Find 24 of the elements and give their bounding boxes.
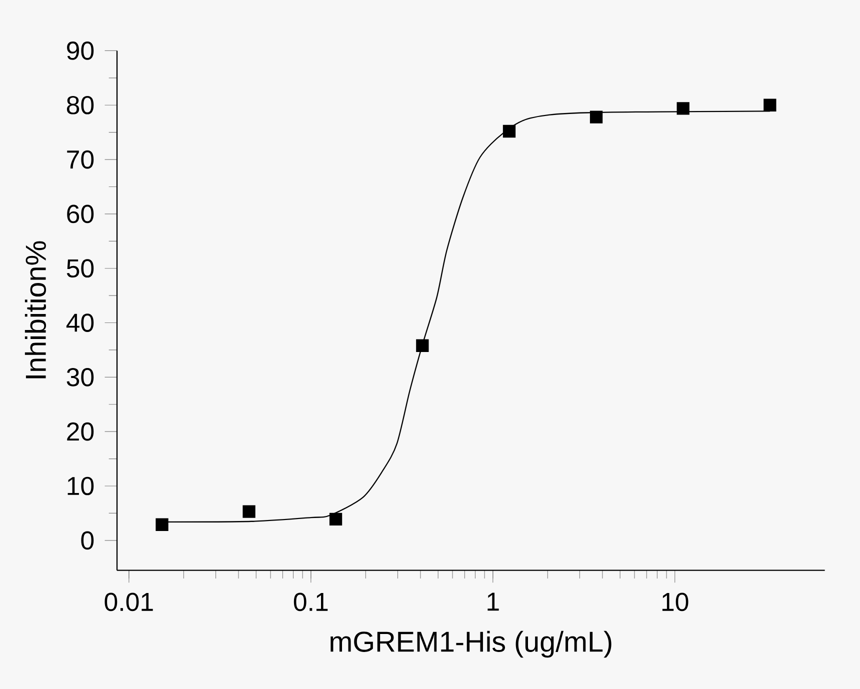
y-tick-label: 20: [67, 422, 94, 441]
y-tick-label: 70: [67, 150, 94, 169]
point: [416, 339, 429, 352]
y-tick-label: 40: [66, 314, 94, 332]
point: [764, 98, 776, 112]
x-tick-label: 0.01: [104, 592, 153, 612]
point: [590, 110, 603, 124]
x-tick-label: 1: [488, 592, 499, 611]
y-tick-label: 80: [66, 96, 94, 114]
y-tick-label: 0: [81, 531, 94, 550]
x-tick-label: 10: [662, 592, 688, 612]
x-axis-title: mGREM1-His (ug/mL): [330, 630, 612, 658]
point: [502, 124, 516, 138]
y-tick-label: 10: [68, 476, 94, 496]
point: [676, 102, 690, 115]
y-tick-label: 60: [67, 204, 94, 224]
y-tick-label: 30: [66, 368, 94, 386]
point: [156, 518, 168, 531]
x-tick-label: 0.1: [294, 592, 328, 612]
y-tick-label: 50: [66, 259, 94, 278]
y-tick-label: 90: [67, 42, 94, 60]
point: [329, 512, 342, 526]
point: [242, 505, 256, 518]
y-axis-title: Inhibition%: [24, 241, 46, 378]
